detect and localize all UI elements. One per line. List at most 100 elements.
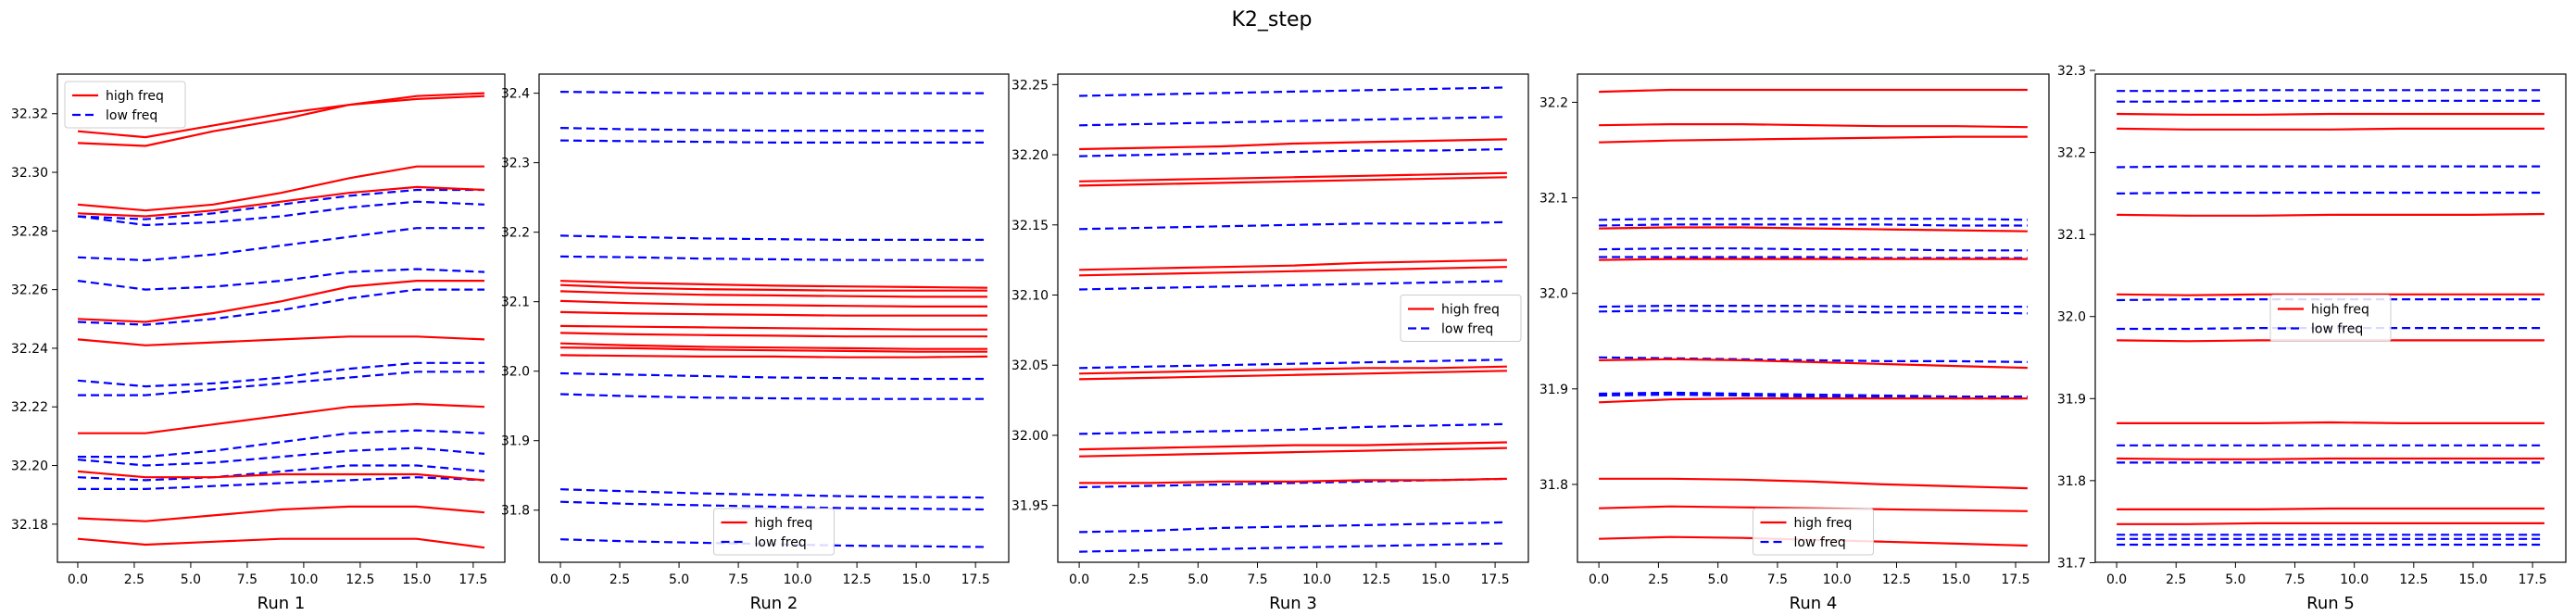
y-tick-label: 32.2: [2057, 146, 2086, 161]
low-freq-line-4: [77, 268, 485, 291]
high-freq-line-9: [2117, 522, 2545, 525]
subplot-5: 0.0 2.5 5.0 7.5 10.0 12.5 15.0 17.5 31.7 31.8 31.9…: [2057, 64, 2567, 613]
x-tick-label: 0.0: [1589, 572, 1609, 587]
high-freq-line-6: [559, 324, 987, 331]
high-freq-line-2: [1079, 171, 1507, 182]
high-freq-line-3: [559, 290, 987, 298]
y-tick-label: 31.9: [501, 434, 530, 449]
low-freq-line-3: [2117, 165, 2545, 169]
high-freq-line-5: [1079, 266, 1507, 277]
y-tick-label: 32.22: [11, 400, 48, 415]
high-freq-line-7: [78, 402, 485, 434]
x-tick-label: 12.5: [1882, 572, 1911, 587]
legend-high-label: high freq: [755, 516, 813, 531]
x-tick-label: 2.5: [2166, 572, 2186, 587]
axes-frame: [1057, 73, 1529, 563]
x-tick-label: 15.0: [1421, 572, 1450, 587]
high-freq-line-7: [1079, 370, 1507, 381]
high-freq-line-8: [1599, 477, 2028, 490]
high-freq-line-5: [77, 280, 484, 323]
high-freq-line-3: [77, 165, 484, 212]
low-freq-line-7: [1079, 422, 1507, 435]
high-freq-line-1: [1079, 138, 1507, 151]
low-freq-line-5: [77, 288, 484, 326]
x-tick-label: 15.0: [902, 572, 931, 587]
high-freq-line-4: [1599, 226, 2028, 233]
legend-low-label: low freq: [1441, 322, 1493, 337]
x-tick-label: 17.5: [2001, 572, 2029, 587]
y-tick-label: 32.4: [501, 87, 530, 102]
low-freq-line-4: [1079, 220, 1507, 231]
low-freq-line-3: [77, 227, 484, 262]
y-tick-label: 32.28: [11, 224, 48, 239]
x-tick-label: 10.0: [1823, 572, 1852, 587]
y-tick-label: 32.32: [11, 107, 48, 122]
high-freq-line-6: [1599, 358, 2028, 370]
low-freq-line-5: [1079, 280, 1507, 291]
low-freq-line-6: [77, 361, 484, 388]
y-tick-label: 32.20: [11, 459, 48, 474]
x-tick-label: 17.5: [1480, 572, 1509, 587]
low-freq-line-4: [2117, 191, 2545, 195]
legend-high-label: high freq: [1794, 516, 1853, 531]
legend: high freq low freq: [1400, 295, 1522, 342]
x-tick-label: 0.0: [68, 572, 88, 587]
y-tick-label: 31.8: [1539, 478, 1568, 493]
low-freq-line-5: [559, 255, 987, 261]
subplot-1: 0.0 2.5 5.0 7.5 10.0 12.5 15.0 17.5 32.18 32.20 32…: [11, 73, 506, 613]
low-freq-line-10: [1079, 542, 1507, 553]
low-freq-line-7: [559, 393, 987, 400]
high-freq-line-10: [1079, 477, 1507, 484]
low-freq-line-2: [1079, 116, 1507, 127]
low-freq-line-6: [1079, 358, 1507, 370]
high-freq-line-6: [1079, 365, 1507, 375]
high-freq-line-3: [1599, 135, 2028, 144]
x-tick-label: 7.5: [1247, 572, 1267, 587]
x-tick-label: 0.0: [1069, 572, 1089, 587]
y-tick-label: 32.0: [2057, 310, 2086, 325]
low-freq-line-1: [1079, 86, 1507, 97]
legend: high freq low freq: [64, 81, 186, 129]
low-freq-line-8: [1599, 391, 2028, 398]
y-tick-label: 32.3: [501, 157, 530, 171]
high-freq-line-10: [559, 354, 988, 358]
x-tick-label: 7.5: [237, 572, 258, 587]
x-axis-label: Run 2: [750, 594, 798, 613]
high-freq-line-1: [559, 280, 988, 289]
low-freq-line-2: [77, 200, 485, 227]
x-tick-label: 7.5: [728, 572, 748, 587]
y-tick-label: 31.9: [2057, 392, 2086, 407]
high-freq-line-5: [559, 310, 987, 317]
x-tick-label: 10.0: [784, 572, 812, 587]
x-tick-label: 10.0: [2340, 572, 2369, 587]
high-freq-line-2: [2117, 127, 2545, 131]
low-freq-line-9: [1079, 521, 1507, 534]
x-tick-label: 15.0: [1941, 572, 1970, 587]
low-freq-line-11: [78, 476, 485, 491]
y-tick-label: 32.05: [1012, 358, 1049, 373]
legend-low-label: low freq: [755, 535, 807, 550]
low-freq-line-6: [1599, 309, 2028, 315]
high-freq-line-4: [559, 299, 987, 308]
x-tick-label: 5.0: [2225, 572, 2245, 587]
x-tick-label: 12.5: [2399, 572, 2428, 587]
y-tick-label: 32.15: [1012, 219, 1049, 233]
y-tick-label: 32.2: [501, 226, 530, 241]
low-freq-line-4: [559, 234, 987, 241]
x-tick-label: 2.5: [609, 572, 630, 587]
low-freq-line-1: [559, 91, 987, 94]
legend-box: [64, 81, 186, 129]
x-tick-label: 10.0: [1302, 572, 1331, 587]
x-tick-label: 15.0: [402, 572, 431, 587]
x-tick-label: 12.5: [346, 572, 374, 587]
x-tick-label: 10.0: [289, 572, 318, 587]
y-tick-label: 31.95: [1012, 499, 1049, 514]
high-freq-line-2: [1599, 123, 2028, 129]
high-freq-line-6: [2117, 421, 2545, 424]
axes-frame: [538, 73, 1010, 563]
axes-frame: [1577, 73, 2050, 563]
y-tick-label: 31.9: [1539, 383, 1568, 397]
x-tick-label: 7.5: [1767, 572, 1788, 587]
high-freq-line-2: [77, 94, 485, 147]
